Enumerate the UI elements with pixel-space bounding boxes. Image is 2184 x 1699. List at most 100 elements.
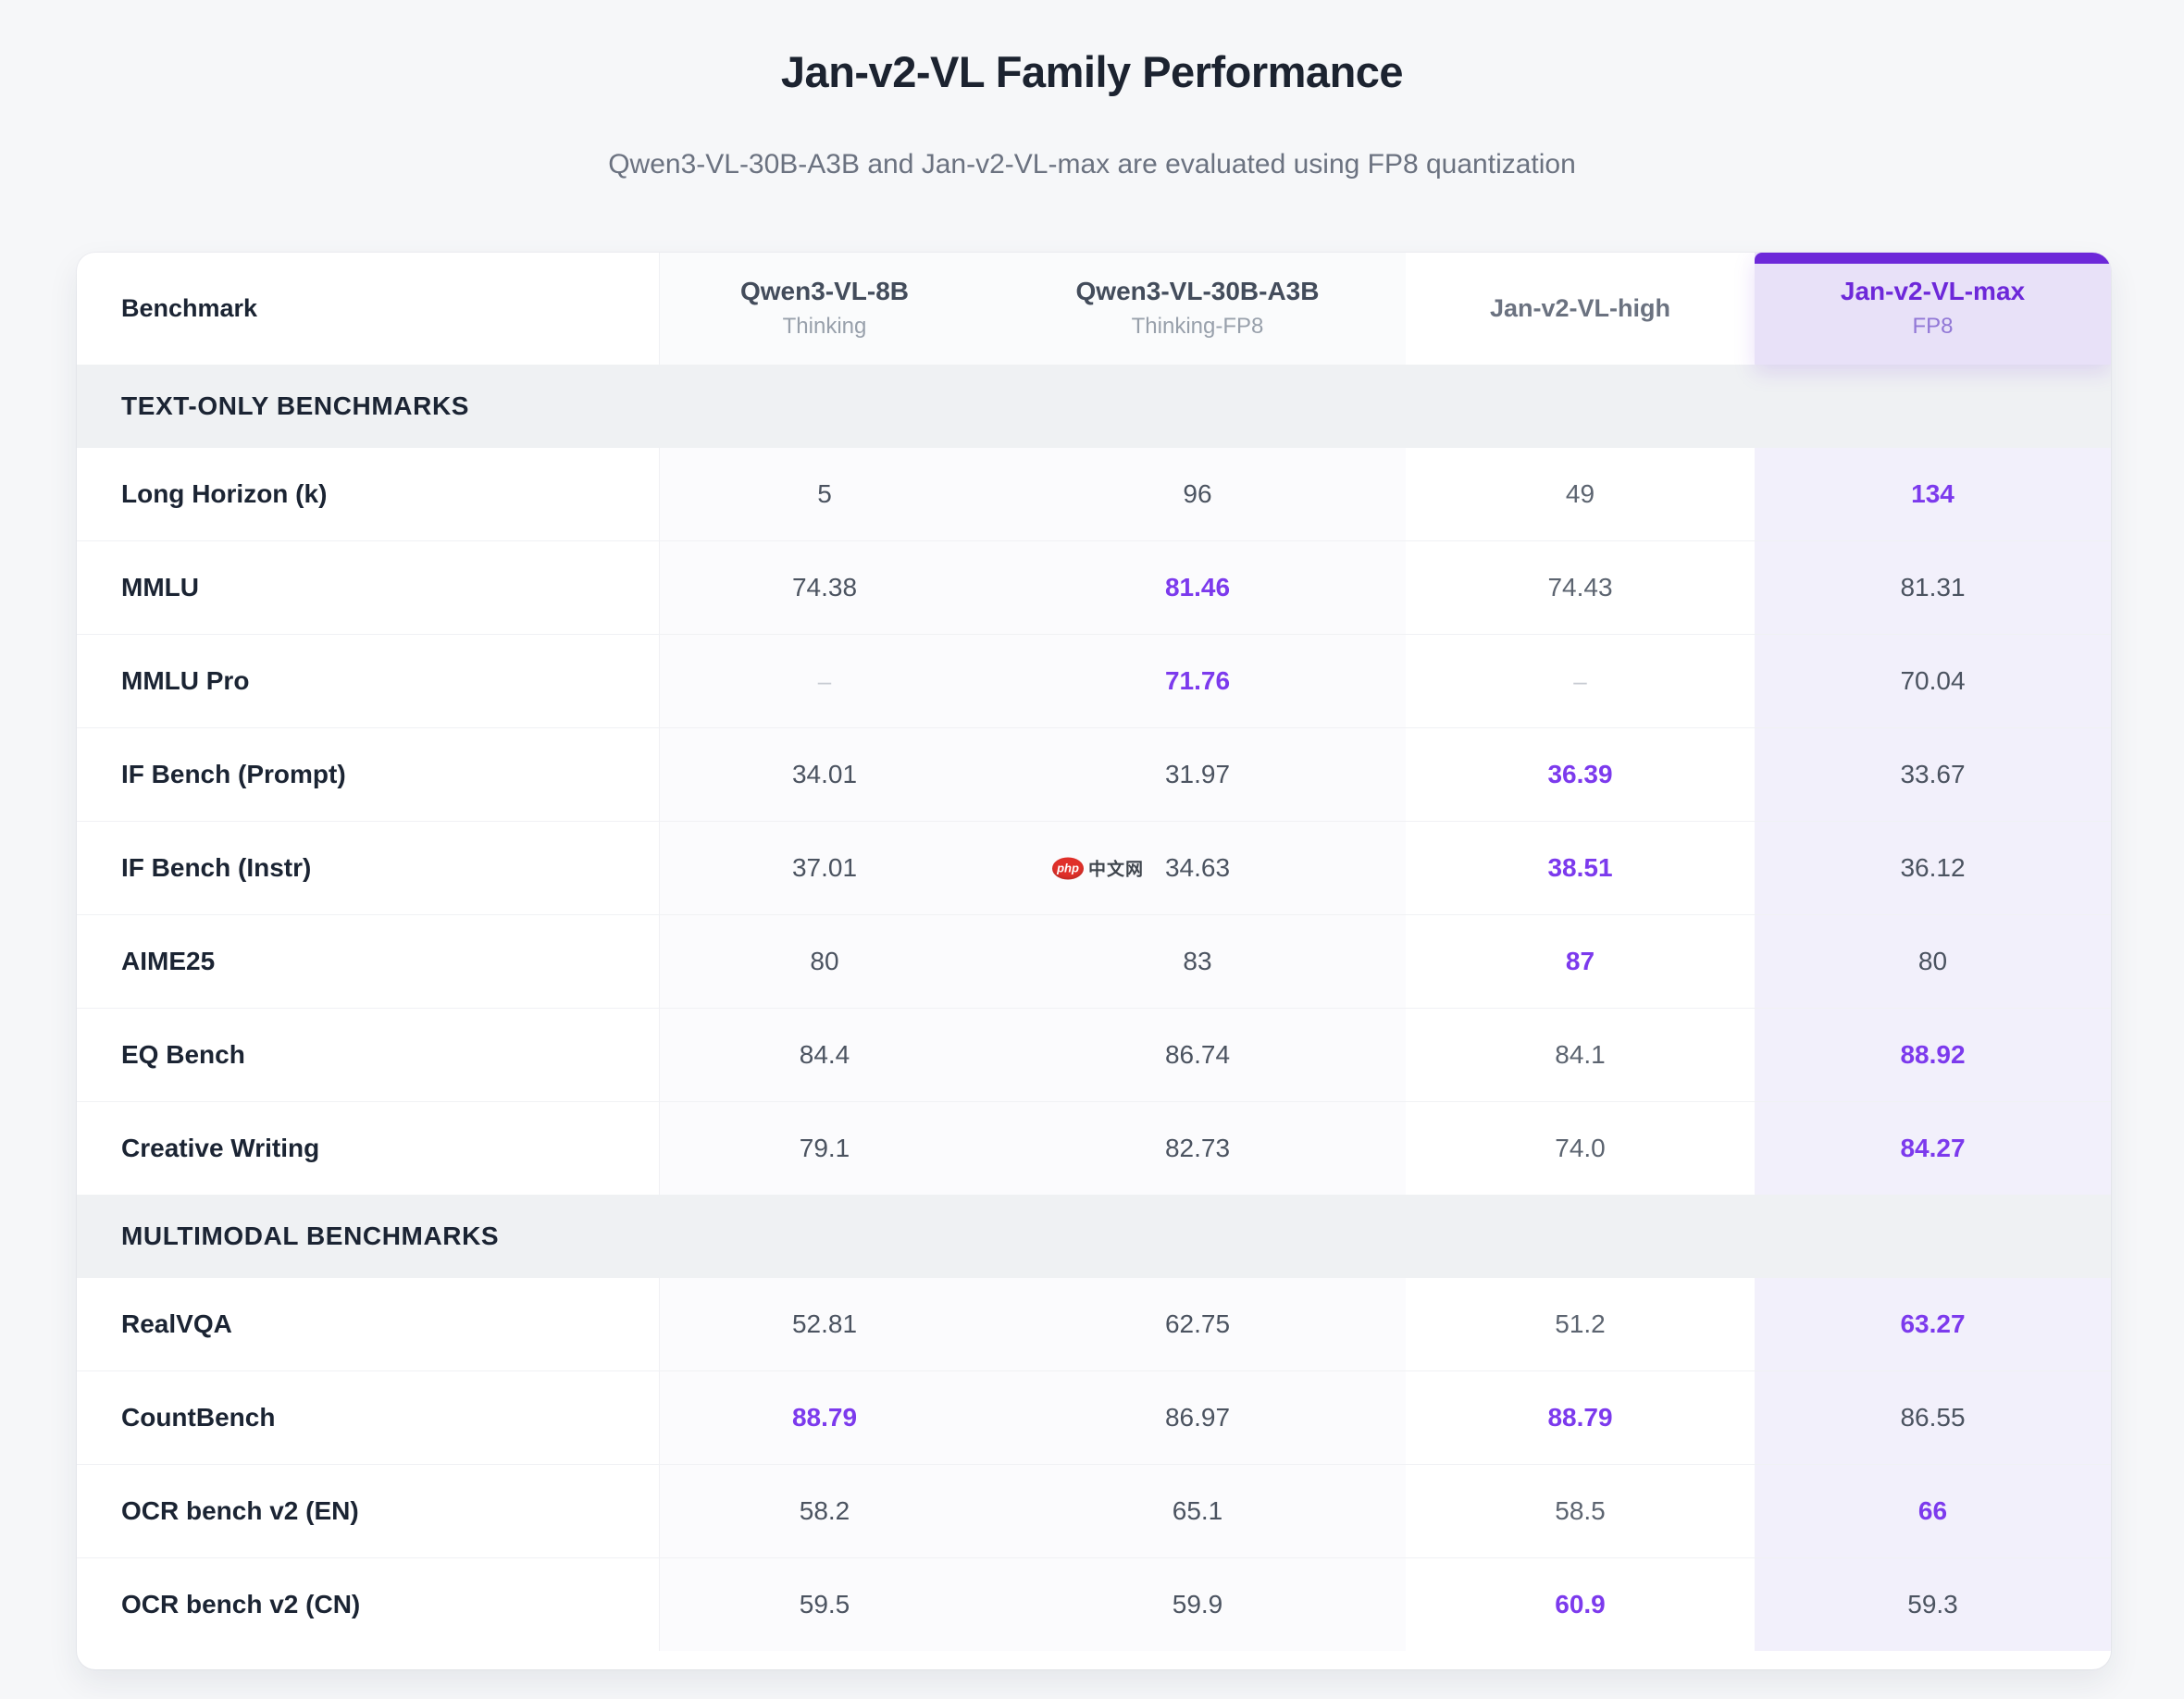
table-row: Long Horizon (k) 5 96 49 134 — [77, 448, 2111, 540]
benchmark-value: – — [1573, 666, 1587, 695]
benchmark-value: 96 — [1183, 479, 1212, 508]
value-cell: 36.39 — [1406, 728, 1755, 821]
table-row: IF Bench (Prompt) 34.01 31.97 36.39 33.67 — [77, 727, 2111, 821]
table-header-row: Benchmark Qwen3-VL-8B Thinking Qwen3-VL-… — [77, 253, 2111, 365]
value-cell: 83 — [989, 915, 1406, 1008]
benchmark-value: 71.76 — [1164, 666, 1231, 695]
value-cell: 80 — [1755, 915, 2111, 1008]
page-subtitle: Qwen3-VL-30B-A3B and Jan-v2-VL-max are e… — [608, 149, 1576, 180]
table-row: Creative Writing 79.1 82.73 74.0 84.27 — [77, 1101, 2111, 1195]
benchmark-cell: Long Horizon (k) — [77, 448, 660, 540]
benchmark-value: 59.5 — [799, 1590, 850, 1618]
value-cell: 52.81 — [660, 1278, 989, 1370]
value-cell: 33.67 — [1755, 728, 2111, 821]
watermark-label: 中文网 — [1088, 860, 1145, 880]
value-cell: 51.2 — [1406, 1278, 1755, 1370]
value-cell: 5 — [660, 448, 989, 540]
value-cell: 81.31 — [1755, 541, 2111, 634]
value-cell: – — [660, 635, 989, 727]
column-header-qwen3-vl-8b: Qwen3-VL-8B Thinking — [660, 253, 989, 365]
benchmark-value: 62.75 — [1164, 1309, 1231, 1338]
benchmark-cell: RealVQA — [77, 1278, 660, 1370]
benchmark-value: 33.67 — [1900, 760, 1966, 788]
table-row: RealVQA 52.81 62.75 51.2 63.27 — [77, 1278, 2111, 1370]
benchmark-value: 80 — [1917, 947, 1948, 975]
benchmark-value: 51.2 — [1555, 1309, 1606, 1338]
value-cell: 82.73 — [989, 1102, 1406, 1195]
value-cell: 60.9 — [1406, 1558, 1755, 1651]
value-cell: 86.55 — [1755, 1371, 2111, 1464]
value-cell: 84.1 — [1406, 1009, 1755, 1101]
value-cell: 86.97 — [989, 1371, 1406, 1464]
benchmark-cell: MMLU — [77, 541, 660, 634]
benchmark-value: 79.1 — [799, 1134, 850, 1162]
table-row: IF Bench (Instr) 37.01 php 中文网 34.63 38.51 36.… — [77, 821, 2111, 914]
benchmark-cell: IF Bench (Prompt) — [77, 728, 660, 821]
benchmark-cell: EQ Bench — [77, 1009, 660, 1101]
column-header-benchmark: Benchmark — [77, 253, 660, 365]
value-cell: 59.9 — [989, 1558, 1406, 1651]
value-cell: 58.5 — [1406, 1465, 1755, 1557]
value-cell: 88.92 — [1755, 1009, 2111, 1101]
value-cell: php 中文网 34.63 — [989, 822, 1406, 914]
benchmark-value: 36.12 — [1900, 853, 1966, 882]
benchmark-value: 58.5 — [1555, 1496, 1606, 1525]
section-header: TEXT-ONLY BENCHMARKS — [77, 365, 2111, 448]
value-cell: 80 — [660, 915, 989, 1008]
php-badge-icon: php — [1052, 857, 1084, 879]
benchmark-cell: Creative Writing — [77, 1102, 660, 1195]
table-row: MMLU Pro – 71.76 – 70.04 — [77, 634, 2111, 727]
benchmark-value: 36.39 — [1547, 760, 1613, 788]
benchmark-cell: IF Bench (Instr) — [77, 822, 660, 914]
benchmark-value: 70.04 — [1900, 666, 1966, 695]
benchmark-value: 84.4 — [799, 1040, 850, 1069]
column-header-jan-v2-vl-max: Jan-v2-VL-max FP8 — [1755, 253, 2111, 365]
value-cell: 58.2 — [660, 1465, 989, 1557]
benchmark-value: 34.01 — [791, 760, 858, 788]
value-cell: 59.3 — [1755, 1558, 2111, 1651]
value-cell: 59.5 — [660, 1558, 989, 1651]
benchmark-label: CountBench — [121, 1403, 276, 1432]
benchmark-value: 60.9 — [1555, 1590, 1606, 1618]
benchmark-value: 88.79 — [1547, 1403, 1613, 1432]
page-title: Jan-v2-VL Family Performance — [780, 47, 1404, 96]
benchmark-value: 86.55 — [1900, 1403, 1966, 1432]
benchmark-value: 83 — [1183, 947, 1212, 975]
benchmark-label: AIME25 — [121, 947, 216, 975]
benchmark-value: 59.9 — [1172, 1590, 1223, 1618]
value-cell: – — [1406, 635, 1755, 727]
column-header-label: Qwen3-VL-30B-A3B — [1075, 276, 1320, 305]
highlight-column-accent-bar — [1755, 253, 2111, 264]
benchmark-value: 74.38 — [791, 573, 858, 601]
benchmark-value: 84.1 — [1555, 1040, 1606, 1069]
benchmark-cell: AIME25 — [77, 915, 660, 1008]
benchmark-cell: OCR bench v2 (EN) — [77, 1465, 660, 1557]
benchmark-label: MMLU Pro — [121, 666, 250, 695]
benchmark-label: OCR bench v2 (CN) — [121, 1590, 361, 1618]
benchmark-value: 86.74 — [1164, 1040, 1231, 1069]
value-cell: 49 — [1406, 448, 1755, 540]
benchmark-value: 59.3 — [1907, 1590, 1958, 1618]
value-cell: 86.74 — [989, 1009, 1406, 1101]
value-cell: 38.51 — [1406, 822, 1755, 914]
benchmark-value: – — [817, 666, 832, 695]
benchmark-label: RealVQA — [121, 1309, 232, 1338]
benchmark-value: 82.73 — [1164, 1134, 1231, 1162]
benchmark-value: 87 — [1565, 947, 1595, 975]
column-header-label: Jan-v2-VL-high — [1489, 293, 1670, 322]
benchmark-label: IF Bench (Instr) — [121, 853, 312, 882]
value-cell: 71.76 — [989, 635, 1406, 727]
table-row: MMLU 74.38 81.46 74.43 81.31 — [77, 540, 2111, 634]
benchmark-label: OCR bench v2 (EN) — [121, 1496, 359, 1525]
column-header-label: Benchmark — [121, 294, 258, 322]
value-cell: 84.4 — [660, 1009, 989, 1101]
value-cell: 66 — [1755, 1465, 2111, 1557]
table-row: CountBench 88.79 86.97 88.79 86.55 — [77, 1370, 2111, 1464]
benchmark-value: 34.63 — [1164, 853, 1231, 882]
table-row: OCR bench v2 (EN) 58.2 65.1 58.5 66 — [77, 1464, 2111, 1557]
benchmark-value: 81.46 — [1164, 573, 1231, 601]
php-cn-watermark-logo: php 中文网 — [1052, 856, 1144, 881]
benchmark-value: 52.81 — [791, 1309, 858, 1338]
value-cell: 74.38 — [660, 541, 989, 634]
